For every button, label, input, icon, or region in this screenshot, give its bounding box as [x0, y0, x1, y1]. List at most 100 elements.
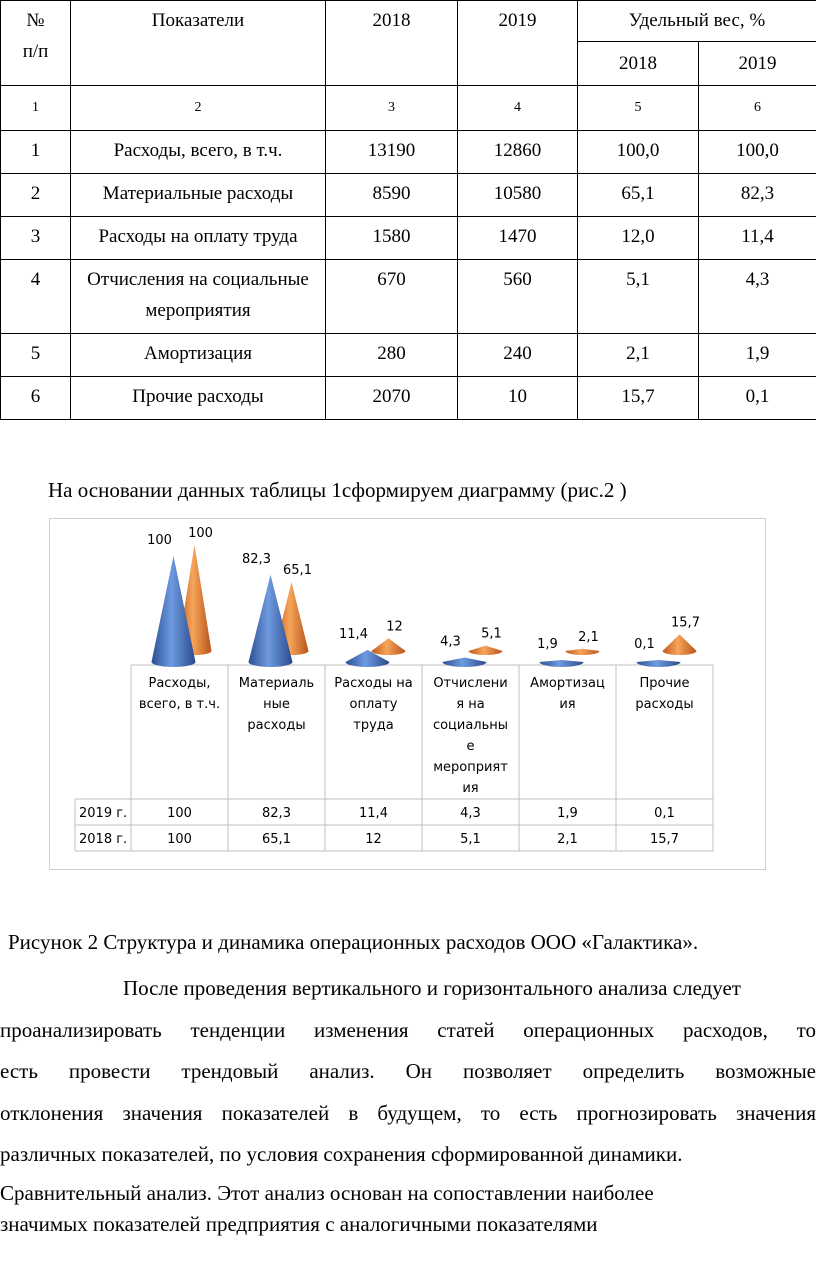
data-label: 0,1 [634, 637, 655, 652]
category-label: Прочие расходы [635, 676, 693, 712]
cell: 10580 [457, 173, 578, 217]
cone-2018 [662, 634, 697, 655]
category-label-line: расходы [635, 697, 693, 712]
cell: 1580 [325, 216, 458, 260]
data-table-value: 0,1 [654, 806, 675, 821]
category-label-line: я на [456, 697, 484, 712]
data-label: 2,1 [578, 630, 599, 645]
cell: 2070 [325, 376, 458, 420]
intro-text: На основании данных таблицы 1сформируем … [48, 478, 627, 502]
paragraph-line: отклонения значения показателей в будуще… [0, 1100, 816, 1125]
paragraph-line: различных показателей, по условия сохран… [0, 1142, 683, 1166]
data-table-value: 12 [365, 832, 382, 847]
cell: 1 [0, 130, 71, 174]
cell: 0,1 [697, 376, 816, 420]
table-row: 6 Прочие расходы 2070 10 15,7 0,1 [0, 376, 816, 420]
category-label: Материаль ные расходы [239, 676, 314, 733]
data-table-value: 100 [167, 806, 192, 821]
header-number: № п/п [0, 0, 71, 86]
category-label-line: ия [462, 781, 478, 796]
data-label: 12 [386, 619, 403, 634]
header-share-2019: 2019 [697, 41, 816, 86]
cell: 560 [457, 259, 578, 334]
data-label: 82,3 [242, 552, 271, 567]
cell: 15,7 [577, 376, 699, 420]
header-share-2018: 2018 [577, 41, 699, 86]
cell: 2,1 [577, 333, 699, 377]
data-label: 65,1 [283, 563, 312, 578]
cell: 65,1 [577, 173, 699, 217]
category-label: Амортизац ия [530, 676, 605, 712]
data-label: 11,4 [339, 627, 368, 642]
header-share: Удельный вес, % [576, 0, 816, 42]
cone-2019 [539, 659, 584, 667]
expenses-table: № п/п Показатели 2018 2019 Удельный вес,… [0, 0, 816, 420]
data-label: 4,3 [440, 634, 461, 649]
header-2018: 2018 [325, 0, 458, 86]
category-label-line: мероприят [433, 760, 508, 775]
cell: 10 [457, 376, 578, 420]
table-row: 2 Материальные расходы 8590 10580 65,1 8… [0, 173, 816, 217]
data-table-value: 15,7 [650, 832, 679, 847]
cell: 670 [325, 259, 458, 334]
col-number: 4 [457, 85, 578, 131]
cell: 4 [0, 259, 71, 334]
paragraph-line: Сравнительный анализ. Этот анализ основа… [0, 1181, 654, 1205]
category-label-line: ия [559, 697, 575, 712]
table-row: 3 Расходы на оплату труда 1580 1470 12,0… [0, 216, 816, 260]
category-label-line: ные [263, 697, 290, 712]
cell: Отчисления на социальные мероприятия [70, 259, 326, 334]
data-table-value: 2,1 [557, 832, 578, 847]
category-label-line: социальны [433, 718, 508, 733]
category-label: Расходы на оплату труда [334, 676, 412, 733]
cone-2019 [248, 574, 293, 667]
header-2019: 2019 [457, 0, 578, 86]
cell: Материальные расходы [70, 173, 326, 217]
cone-2018 [371, 638, 406, 655]
cell: 11,4 [697, 216, 816, 260]
category-label-line: расходы [247, 718, 305, 733]
data-table-series-name: 2018 г. [79, 832, 127, 847]
cell: 100,0 [577, 130, 699, 174]
figure-caption: Рисунок 2 Структура и динамика операцион… [8, 930, 699, 954]
col-number: 2 [70, 85, 326, 131]
cell: 12860 [457, 130, 578, 174]
category-label-line: труда [353, 718, 393, 733]
cell: 4,3 [697, 259, 816, 334]
category-label-line: Амортизац [530, 676, 605, 691]
category-label-line: Прочие [639, 676, 689, 691]
cell: 13190 [325, 130, 458, 174]
cone-2019 [636, 660, 681, 667]
col-number: 1 [0, 85, 71, 131]
header-indicators: Показатели [70, 0, 326, 86]
category-label: Отчислени я на социальны е мероприят ия [433, 676, 508, 796]
chart-canvas: Расходы, всего, в т.ч. Материаль ные расходы… [74, 526, 714, 852]
table-row: 1 Расходы, всего, в т.ч. 13190 12860 100… [0, 130, 816, 174]
col-number: 5 [577, 85, 699, 131]
data-table-value: 4,3 [460, 806, 481, 821]
cell: 5 [0, 333, 71, 377]
cone-2018 [468, 645, 503, 655]
data-label: 100 [147, 533, 172, 548]
paragraph-line: значимых показателей предприятия с анало… [0, 1212, 598, 1236]
cell: 6 [0, 376, 71, 420]
cone-chart: Расходы, всего, в т.ч. Материаль ные расходы… [49, 518, 766, 870]
col-number: 6 [697, 85, 816, 131]
category-label-line: Расходы, [149, 676, 211, 691]
cell: Расходы на оплату труда [70, 216, 326, 260]
cell: 5,1 [577, 259, 699, 334]
body-paragraph: После проведения вертикального и горизон… [0, 968, 816, 1176]
cone-2019 [345, 649, 390, 667]
data-table-value: 82,3 [262, 806, 291, 821]
category-label-line: Расходы на [334, 676, 412, 691]
category-label-line: всего, в т.ч. [139, 697, 220, 712]
cell: 1,9 [697, 333, 816, 377]
cone-2018 [565, 648, 600, 655]
category-label-line: е [467, 739, 475, 754]
cell: 82,3 [697, 173, 816, 217]
cell: 8590 [325, 173, 458, 217]
data-label: 100 [188, 526, 213, 541]
cell: 1470 [457, 216, 578, 260]
data-table-value: 11,4 [359, 806, 388, 821]
data-table-value: 100 [167, 832, 192, 847]
